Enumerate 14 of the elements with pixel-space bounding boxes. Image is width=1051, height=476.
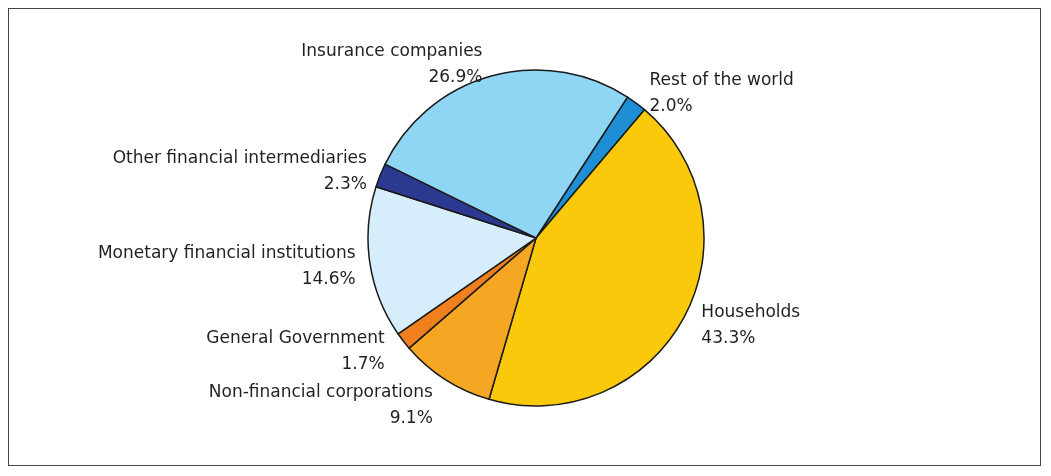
data-label: 14.6% [301, 268, 356, 288]
slice-label: General Government [206, 326, 386, 347]
data-label: 2.3% [323, 173, 367, 194]
slice-label: Households [701, 301, 801, 322]
slice-label: Rest of the world [649, 68, 794, 89]
slice-label: Insurance companies [301, 39, 483, 60]
data-label: 2.0% [649, 94, 693, 115]
data-label: 9.1% [389, 406, 433, 427]
slice-label: Non-financial corporations [208, 380, 433, 401]
data-label: 26.9% [428, 65, 483, 86]
slice-label: Monetary financial institutions [97, 242, 356, 262]
slice-label: Other financial intermediaries [112, 147, 368, 168]
data-label: 1.7% [341, 352, 385, 373]
data-label: 43.3% [701, 327, 756, 348]
